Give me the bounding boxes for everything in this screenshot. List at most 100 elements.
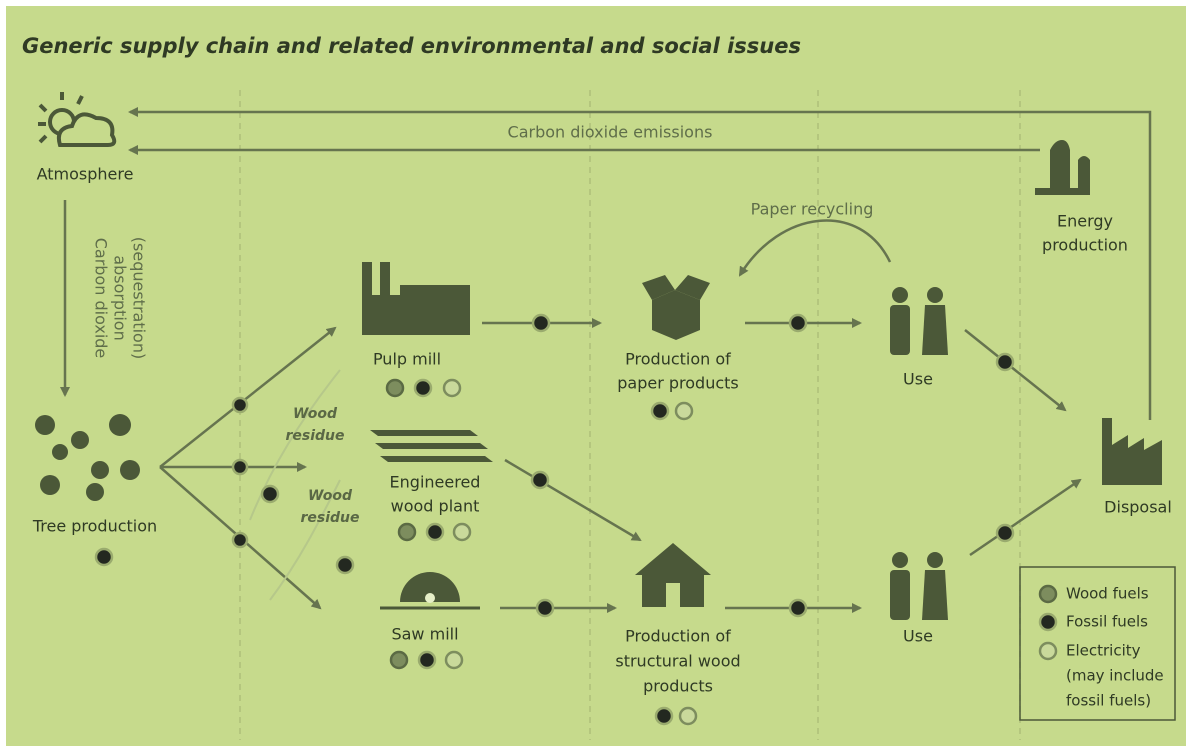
pulp-mill-icon xyxy=(362,262,470,335)
people-icon-part xyxy=(892,552,908,568)
node-label: wood plant xyxy=(391,497,480,516)
fuel-dot xyxy=(788,598,808,618)
trees-icon-part xyxy=(91,461,109,479)
arrows-part xyxy=(738,219,892,277)
trees-icon-part xyxy=(71,431,89,449)
node-label: products xyxy=(643,677,713,696)
flow-labels-part: Carbon dioxide absorption (sequestration… xyxy=(92,237,149,359)
people-icon xyxy=(890,287,948,620)
pulp-mill-icon-part xyxy=(362,262,470,335)
flow-label: Wood xyxy=(308,488,353,504)
fuel-dot xyxy=(674,401,694,421)
box-icon xyxy=(642,275,710,340)
node-label: Use xyxy=(903,627,933,646)
arrows-part xyxy=(504,458,642,542)
disposal-icon-part xyxy=(1102,418,1162,485)
node-label: production xyxy=(1042,236,1128,255)
fuel-dot xyxy=(452,522,472,542)
fuel-dot xyxy=(413,378,433,398)
legend-label: fossil fuels) xyxy=(1066,692,1151,710)
energy-icon xyxy=(1035,140,1090,195)
fuel-dot xyxy=(654,706,674,726)
atmosphere-icon-part xyxy=(38,92,84,144)
flow-label: (sequestration) xyxy=(130,237,149,359)
fuel-dot xyxy=(385,378,405,398)
fuel-dots xyxy=(94,313,1058,726)
planks-icon-part xyxy=(370,430,493,462)
flow-label: Wood xyxy=(293,406,338,422)
people-icon-part xyxy=(922,570,948,620)
flow-label: Carbon dioxide xyxy=(92,238,111,359)
fuel-dot xyxy=(231,458,249,476)
fuel-dot xyxy=(335,555,355,575)
node-label: Use xyxy=(903,370,933,389)
fuel-dot xyxy=(1038,584,1058,604)
trees-icon-part xyxy=(35,415,55,435)
node-label: Engineered xyxy=(390,473,481,492)
legend-label: Fossil fuels xyxy=(1066,613,1148,631)
arrows-part xyxy=(128,107,1152,420)
node-label: paper products xyxy=(617,374,739,393)
fuel-dot xyxy=(1038,612,1058,632)
flow-label: residue xyxy=(300,510,359,526)
atmosphere-icon xyxy=(38,92,117,147)
fuel-dot xyxy=(231,531,249,549)
saw-icon-part xyxy=(425,593,435,603)
legend-label: Wood fuels xyxy=(1066,585,1149,603)
arrows-part xyxy=(969,478,1082,557)
legend-label: (may include xyxy=(1066,667,1164,685)
box-icon-part xyxy=(642,275,710,300)
node-label: Disposal xyxy=(1104,498,1172,517)
node-label: Production of xyxy=(625,350,731,369)
trees-icon-part xyxy=(52,444,68,460)
node-label: Energy xyxy=(1057,212,1113,231)
saw-icon xyxy=(380,572,480,610)
fuel-dot xyxy=(389,650,409,670)
arrows-part xyxy=(269,479,341,601)
legend-label: Electricity xyxy=(1066,642,1141,660)
arrows-part xyxy=(964,329,1067,412)
legend-box xyxy=(1019,566,1176,721)
fuel-dot xyxy=(531,313,551,333)
fuel-dot xyxy=(425,522,445,542)
node-label: Production of xyxy=(625,627,731,646)
fuel-dot xyxy=(788,313,808,333)
box-icon-part xyxy=(652,290,700,340)
fuel-dot xyxy=(94,547,114,567)
fuel-dot xyxy=(417,650,437,670)
node-label: Tree production xyxy=(32,517,157,536)
node-label: Atmosphere xyxy=(37,165,134,184)
people-icon-part xyxy=(927,287,943,303)
trees-icon xyxy=(35,414,140,501)
energy-icon-part xyxy=(1035,140,1090,195)
flow-label: absorption xyxy=(111,255,130,340)
people-icon-part xyxy=(927,552,943,568)
flow-label: Carbon dioxide emissions xyxy=(508,123,713,142)
trees-icon-part xyxy=(40,475,60,495)
atmosphere-icon-part xyxy=(56,112,117,147)
people-icon-part xyxy=(892,287,908,303)
fuel-dot xyxy=(1038,641,1058,661)
fuel-dot xyxy=(650,401,670,421)
fuel-dot xyxy=(397,522,417,542)
fuel-dot xyxy=(442,378,462,398)
trees-icon-part xyxy=(120,460,140,480)
fuel-dot xyxy=(231,396,249,414)
fuel-dot xyxy=(530,470,550,490)
node-label: Pulp mill xyxy=(373,350,441,369)
trees-icon-part xyxy=(86,483,104,501)
people-icon-part xyxy=(890,570,910,620)
fuel-dot xyxy=(995,352,1015,372)
fuel-dot xyxy=(260,484,280,504)
arrows-part xyxy=(159,326,337,468)
arrows-part xyxy=(249,369,341,521)
flow-label: residue xyxy=(285,428,344,444)
fuel-dot xyxy=(678,706,698,726)
house-icon xyxy=(635,543,711,607)
background xyxy=(6,6,1186,746)
disposal-icon xyxy=(1102,418,1162,485)
house-icon-part xyxy=(666,583,680,607)
fuel-dot xyxy=(444,650,464,670)
flow-label: Paper recycling xyxy=(751,200,874,219)
